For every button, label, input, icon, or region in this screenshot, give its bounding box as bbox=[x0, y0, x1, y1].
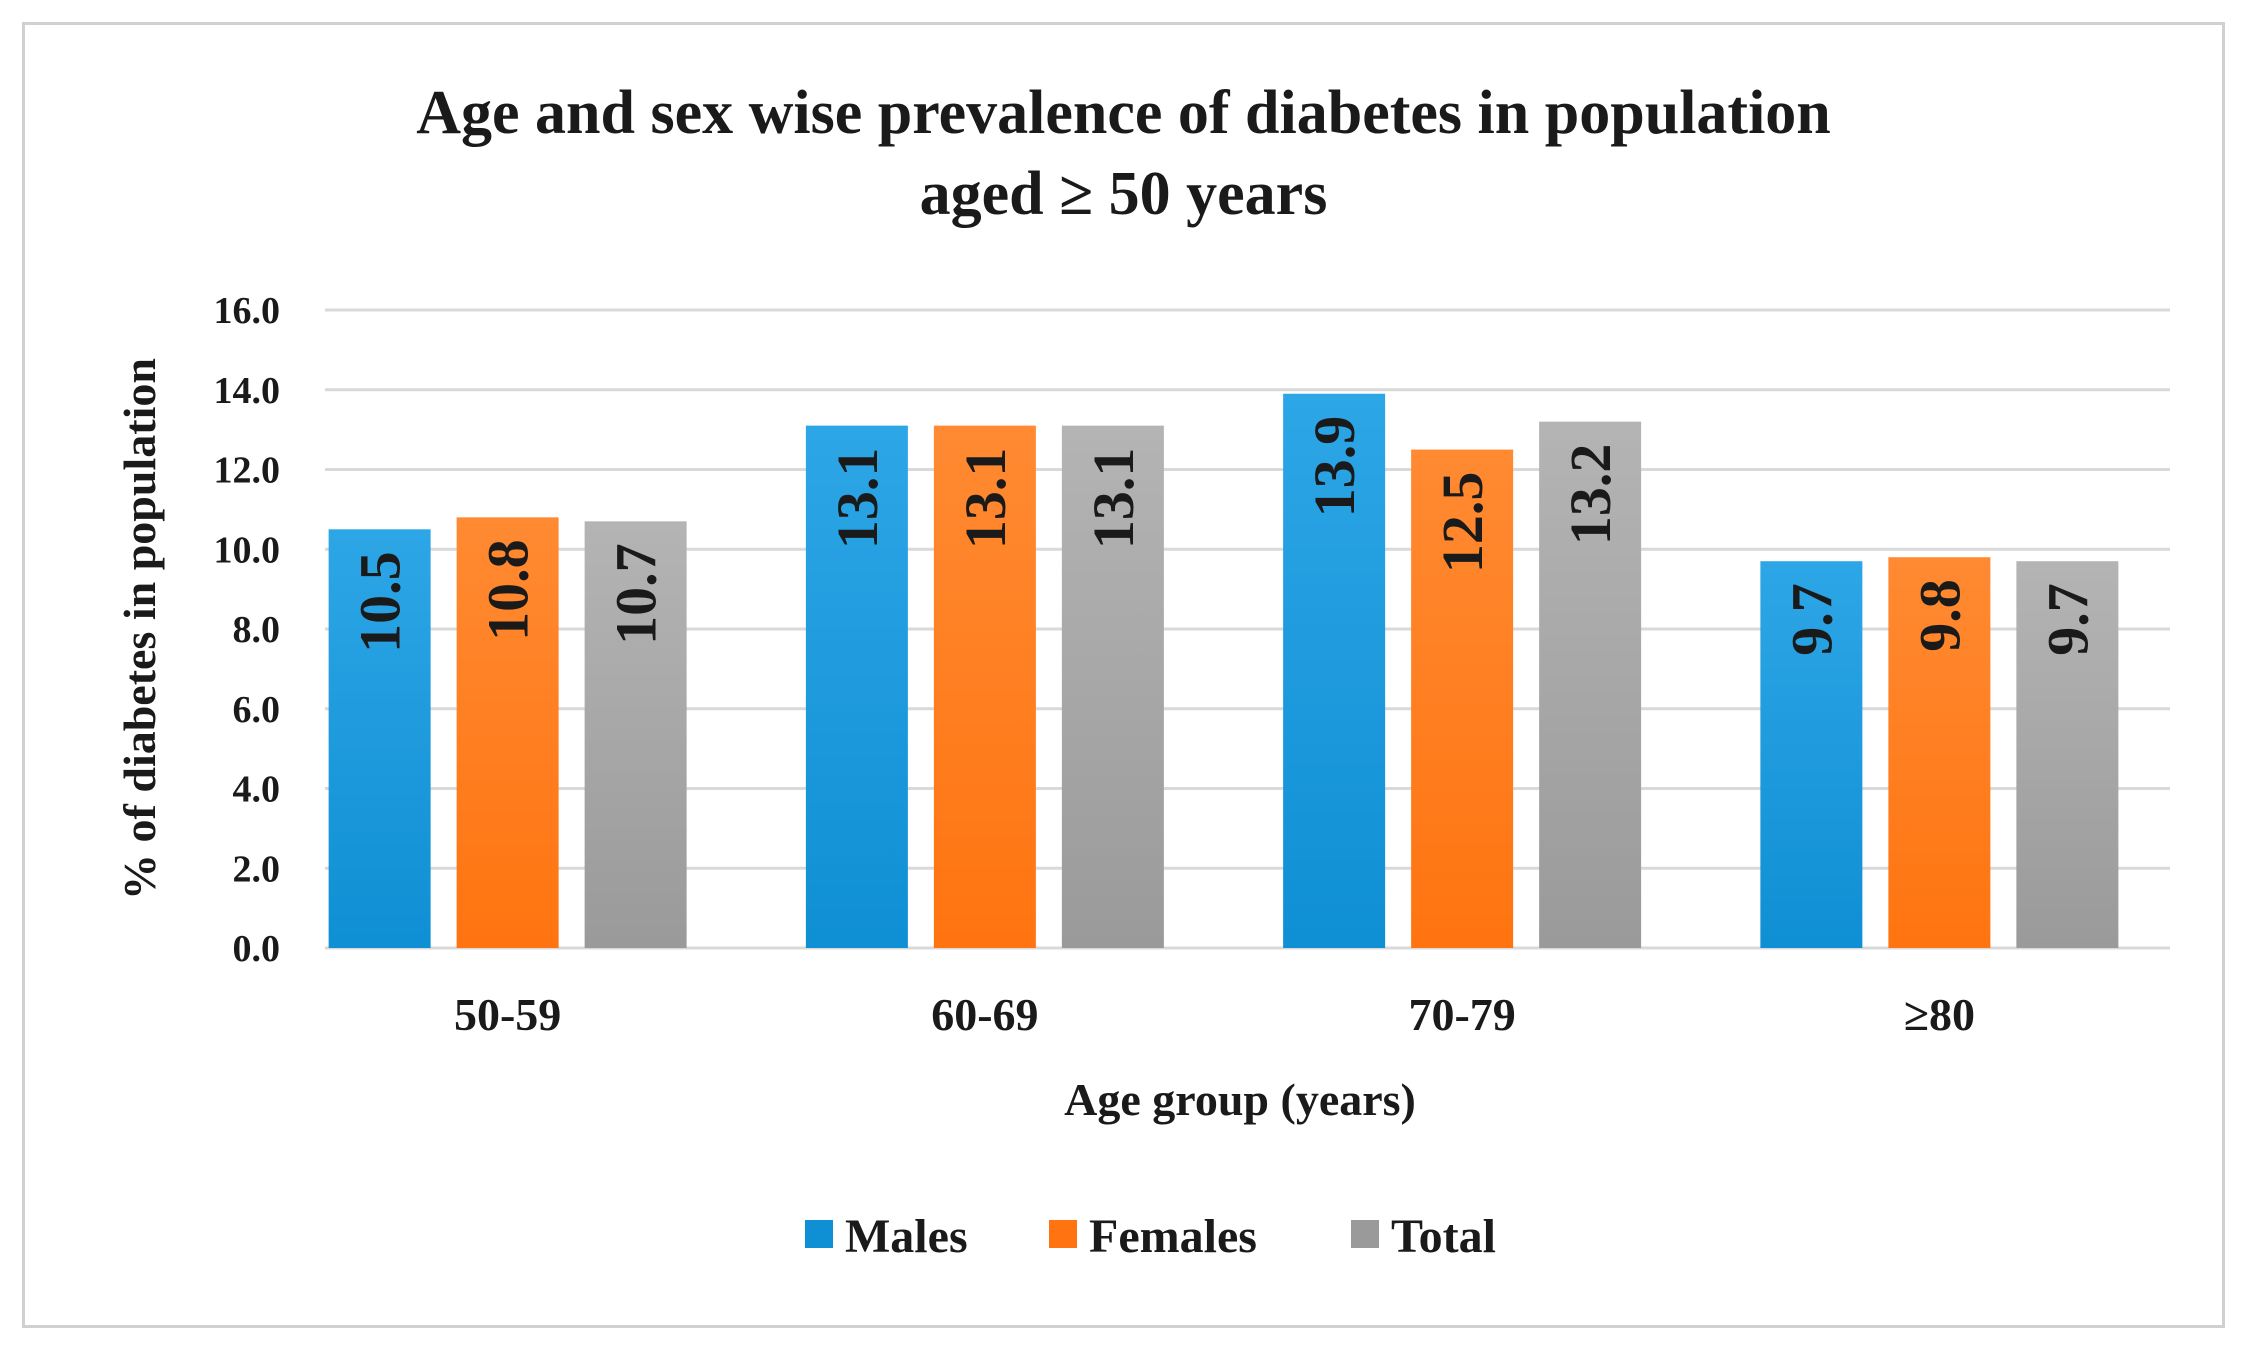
bar-females-2 bbox=[1411, 449, 1514, 948]
bar-data-label: 10.8 bbox=[476, 539, 541, 641]
legend: Males Females Total bbox=[805, 1210, 1496, 1263]
bar-females-3 bbox=[1888, 557, 1991, 948]
legend-label-total: Total bbox=[1391, 1210, 1496, 1263]
bar-data-label: 13.2 bbox=[1558, 444, 1623, 546]
bar-data-label: 13.9 bbox=[1302, 416, 1367, 518]
bar-data-label: 12.5 bbox=[1430, 472, 1495, 574]
x-axis-label: Age group (years) bbox=[1064, 1074, 1416, 1125]
y-tick-label: 6.0 bbox=[233, 689, 281, 731]
legend-label-males: Males bbox=[845, 1210, 968, 1263]
bar-data-label: 9.7 bbox=[1779, 583, 1844, 656]
chart-title-line-1: Age and sex wise prevalence of diabetes … bbox=[416, 79, 1831, 147]
bar-females-1 bbox=[933, 425, 1036, 948]
bar-males-3 bbox=[1760, 561, 1863, 948]
bar-data-label: 13.1 bbox=[1081, 448, 1146, 550]
bar-total-0 bbox=[584, 521, 687, 948]
chart-title-line-2: aged ≥ 50 years bbox=[919, 160, 1328, 228]
bar-males-1 bbox=[805, 425, 908, 948]
x-tick-label: ≥80 bbox=[1904, 989, 1975, 1040]
y-tick-label: 14.0 bbox=[214, 370, 281, 412]
legend-swatch-total bbox=[1351, 1220, 1379, 1248]
y-tick-label: 10.0 bbox=[214, 529, 281, 571]
y-axis-ticks: 0.0 2.0 4.0 6.0 8.0 10.0 12.0 14.0 16.0 bbox=[214, 290, 281, 970]
y-tick-label: 8.0 bbox=[233, 609, 281, 651]
y-axis-label: % of diabetes in population bbox=[114, 358, 165, 900]
legend-swatch-females bbox=[1049, 1220, 1077, 1248]
x-tick-label: 50-59 bbox=[454, 989, 561, 1040]
bar-data-label: 10.5 bbox=[348, 551, 413, 653]
legend-label-females: Females bbox=[1089, 1210, 1257, 1263]
y-tick-label: 12.0 bbox=[214, 450, 281, 492]
bar-males-0 bbox=[328, 529, 431, 948]
bar-total-1 bbox=[1061, 425, 1164, 948]
y-tick-label: 4.0 bbox=[233, 769, 281, 811]
bar-males-2 bbox=[1283, 393, 1386, 948]
bar-data-label: 13.1 bbox=[825, 448, 890, 550]
bar-females-0 bbox=[456, 517, 559, 948]
bar-data-label: 10.7 bbox=[604, 543, 669, 645]
bar-data-label: 13.1 bbox=[953, 448, 1018, 550]
bar-total-2 bbox=[1539, 421, 1642, 948]
legend-swatch-males bbox=[805, 1220, 833, 1248]
y-tick-label: 2.0 bbox=[233, 848, 281, 890]
bar-total-3 bbox=[2016, 561, 2119, 948]
x-tick-label: 70-79 bbox=[1408, 989, 1515, 1040]
bars: 10.5 10.8 10.7 13.1 13.1 13.1 13.9 12.5 13.2 9.7 9… bbox=[328, 393, 2119, 948]
y-tick-label: 0.0 bbox=[233, 928, 281, 970]
bar-data-label: 9.8 bbox=[1907, 579, 1972, 652]
y-tick-label: 16.0 bbox=[214, 290, 281, 332]
x-axis-ticks: 50-59 60-69 70-79 ≥80 bbox=[454, 989, 1975, 1040]
x-tick-label: 60-69 bbox=[931, 989, 1038, 1040]
bar-data-label: 9.7 bbox=[2035, 583, 2100, 656]
